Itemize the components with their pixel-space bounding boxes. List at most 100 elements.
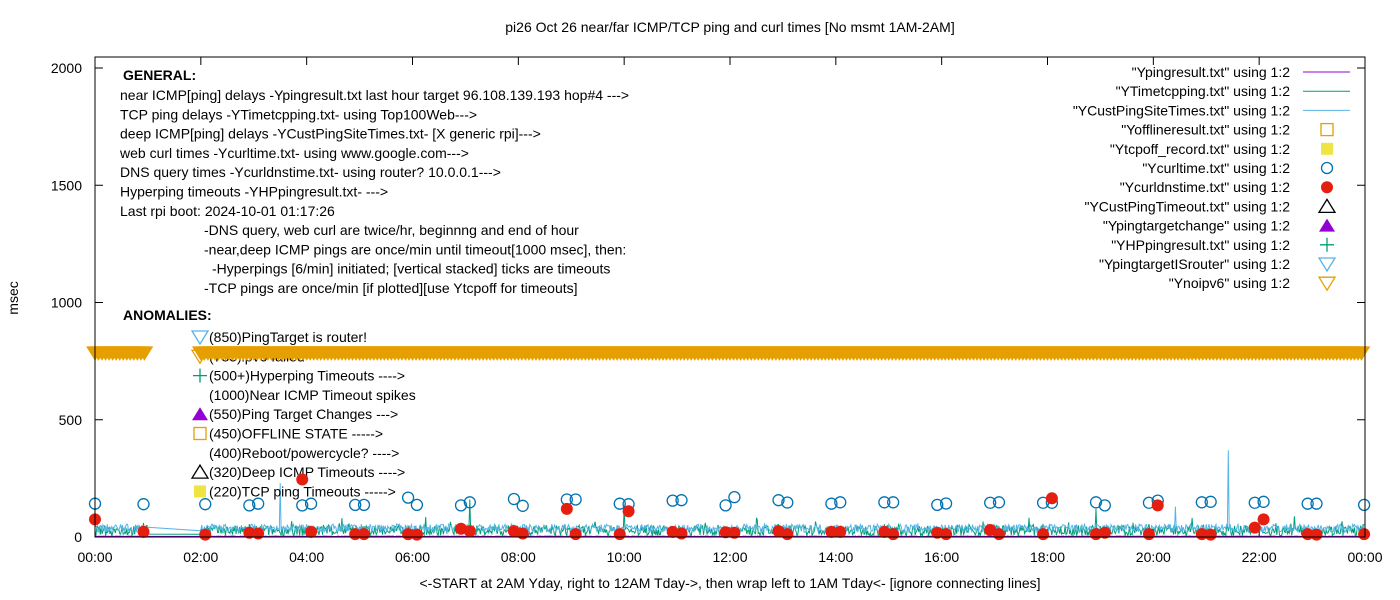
curltime-point (304, 497, 318, 510)
x-tick-label: 04:00 (289, 549, 324, 565)
general-line: DNS query times -Ycurldnstime.txt- using… (120, 164, 501, 180)
legend-label: "YTimetcpping.txt" using 1:2 (1116, 83, 1291, 99)
legend-marker-icon (1317, 257, 1337, 273)
curltime-point (719, 499, 732, 512)
curldnstime-point (1151, 499, 1164, 512)
legend-marker-icon (1319, 218, 1335, 232)
curldnstime-point (622, 505, 635, 518)
series-line-ycustpingsitetimes (94, 450, 1365, 535)
curltime-point (1301, 497, 1314, 510)
curltime-point (781, 496, 794, 509)
x-tick-label: 00:00 (1347, 549, 1382, 565)
y-axis-label: msec (5, 281, 21, 314)
x-tick-label: 10:00 (607, 549, 642, 565)
curldnstime-point (252, 527, 265, 540)
curldnstime-point (410, 528, 423, 541)
legend-marker-icon (1320, 237, 1334, 252)
curldnstime-point (1142, 528, 1155, 541)
curltime-point (931, 498, 944, 512)
curldnstime-point (560, 502, 573, 515)
legend-marker-icon (1321, 181, 1333, 194)
general-line: near ICMP[ping] delays -Ypingresult.txt … (120, 87, 629, 103)
note-line: -DNS query, web curl are twice/hr, begin… (204, 222, 579, 238)
curltime-point (507, 492, 521, 506)
legend-label: "Ynoipv6" using 1:2 (1169, 275, 1290, 291)
curldnstime-point (1257, 513, 1270, 526)
anomaly-label: (220)TCP ping Timeouts -----> (209, 483, 396, 499)
curltime-point (252, 497, 265, 510)
curldnstime-point (463, 525, 476, 538)
curldnstime-point (1358, 528, 1371, 541)
chart-title: pi26 Oct 26 near/far ICMP/TCP ping and c… (505, 19, 954, 35)
curldnstime-point (1045, 492, 1058, 505)
curldnstime-point (719, 526, 732, 539)
legend-label: "Ycurltime.txt" using 1:2 (1142, 160, 1290, 176)
general-line: Hyperping timeouts -YHPpingresult.txt- -… (120, 184, 388, 200)
note-line: -near,deep ICMP pings are once/min until… (204, 241, 626, 257)
curldnstime-point (305, 525, 318, 538)
anomaly-label: (400)Reboot/powercycle? ----> (209, 445, 399, 461)
curltime-point (939, 497, 953, 510)
curltime-point (984, 496, 997, 509)
curldnstime-point (825, 525, 838, 538)
anomaly-marker-icon (192, 407, 208, 421)
curltime-point (878, 496, 891, 509)
x-tick-label: 14:00 (818, 549, 853, 565)
curltime-point (199, 498, 212, 511)
curltime-point (728, 490, 741, 504)
curldnstime-point (357, 528, 370, 541)
curldnstime-point (243, 526, 256, 539)
legend-label: "YCustPingSiteTimes.txt" using 1:2 (1073, 102, 1290, 118)
y-tick-label: 1500 (51, 177, 82, 193)
anomaly-marker-icon (190, 463, 210, 479)
anomalies-heading: ANOMALIES: (123, 307, 212, 323)
curltime-point (357, 498, 371, 512)
curltime-point (1195, 496, 1208, 509)
x-tick-label: 18:00 (1030, 549, 1065, 565)
curldnstime-point (834, 525, 847, 538)
curltime-point (1204, 495, 1217, 508)
general-line: Last rpi boot: 2024-10-01 01:17:26 (120, 203, 335, 219)
general-line: TCP ping delays -YTimetcpping.txt- using… (120, 106, 477, 122)
x-tick-label: 12:00 (712, 549, 747, 565)
anomaly-label: (850)PingTarget is router! (209, 329, 367, 345)
curldnstime-point (569, 528, 582, 541)
curldnstime-point (137, 525, 150, 538)
curltime-point (401, 491, 415, 504)
curltime-point (296, 499, 309, 512)
x-tick-label: 22:00 (1242, 549, 1277, 565)
curltime-point (463, 496, 476, 509)
curltime-point (243, 499, 256, 512)
anomaly-marker-icon (193, 426, 207, 441)
curltime-point (834, 496, 847, 509)
curltime-point (1248, 496, 1261, 509)
general-heading: GENERAL: (123, 67, 196, 83)
legend-label: "Ypingtargetchange" using 1:2 (1103, 218, 1290, 234)
anomaly-marker-icon (190, 330, 210, 346)
x-tick-label: 06:00 (395, 549, 430, 565)
series-line-ytimetcpping (94, 499, 1365, 538)
x-tick-label: 20:00 (1136, 549, 1171, 565)
legend-label: "Ytcpoff_record.txt" using 1:2 (1110, 141, 1290, 157)
curldnstime-point (1037, 528, 1050, 541)
curltime-point (1098, 499, 1111, 512)
legend-label: "YHPpingresult.txt" using 1:2 (1111, 237, 1290, 253)
curldnstime-point (516, 527, 529, 540)
curldnstime-point (613, 528, 626, 541)
plot-border (94, 56, 1366, 538)
curltime-point (613, 497, 626, 510)
curldnstime-point (199, 528, 212, 541)
curltime-point (666, 494, 679, 507)
curltime-point (675, 494, 688, 507)
legend-label: "Ypingresult.txt" using 1:2 (1132, 64, 1291, 80)
legend-label: "YCustPingTimeout.txt" using 1:2 (1084, 198, 1290, 214)
curldnstime-point (1310, 528, 1323, 541)
curldnstime-point (1204, 528, 1217, 541)
curltime-point (1310, 497, 1323, 510)
x-tick-label: 02:00 (183, 549, 218, 565)
anomaly-label: (320)Deep ICMP Timeouts ----> (209, 464, 405, 480)
x-tick-label: 08:00 (501, 549, 536, 565)
curldnstime-point (992, 528, 1005, 541)
curldnstime-point (1248, 521, 1261, 534)
x-tick-label: 00:00 (77, 549, 112, 565)
